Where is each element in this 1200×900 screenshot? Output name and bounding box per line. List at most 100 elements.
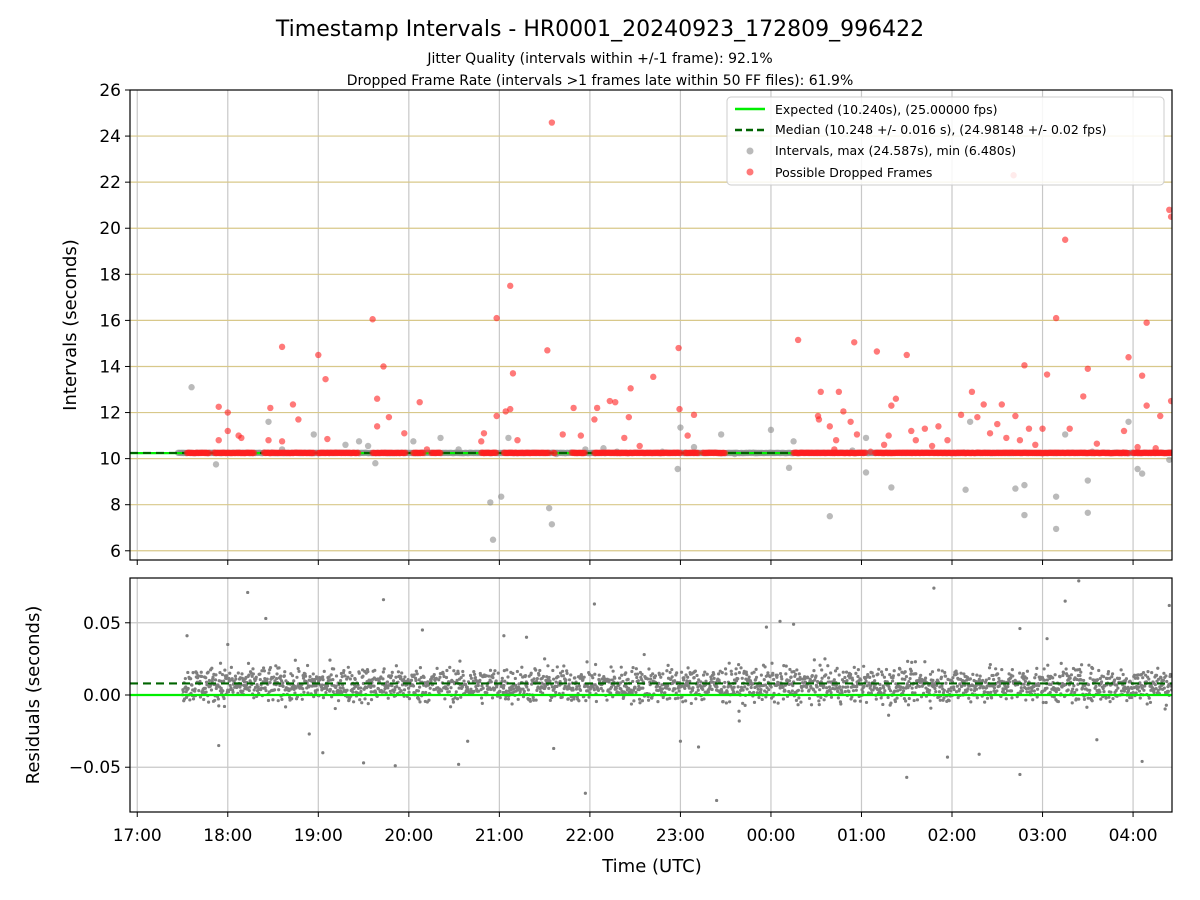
dropped-frame-point bbox=[851, 339, 858, 346]
dropped-frame-point bbox=[968, 388, 976, 396]
residual-point bbox=[832, 678, 836, 682]
legend-frame bbox=[726, 96, 1165, 186]
residual-point bbox=[1001, 688, 1005, 692]
residual-point bbox=[849, 672, 853, 676]
residual-point bbox=[455, 678, 459, 682]
residual-point bbox=[390, 684, 394, 688]
residual-point bbox=[1069, 673, 1074, 677]
residual-point bbox=[666, 663, 670, 668]
residual-point bbox=[526, 688, 530, 692]
dropped-frame-point bbox=[835, 388, 843, 396]
residual-point bbox=[1098, 676, 1102, 681]
residual-point bbox=[752, 670, 756, 674]
residual-point bbox=[480, 701, 484, 705]
residual-point bbox=[810, 673, 814, 678]
residual-point bbox=[624, 671, 628, 675]
dropped-frame-point bbox=[492, 449, 500, 457]
residual-point bbox=[640, 672, 644, 676]
residual-point bbox=[459, 695, 463, 699]
residual-point bbox=[877, 667, 881, 671]
residual-point bbox=[552, 677, 556, 681]
residual-point bbox=[1037, 683, 1041, 688]
residual-point bbox=[1102, 689, 1106, 694]
residual-point bbox=[1024, 687, 1028, 691]
residual-point bbox=[1115, 683, 1119, 687]
residual-point bbox=[1035, 666, 1039, 670]
residual-point bbox=[862, 684, 866, 689]
residual-point bbox=[275, 677, 279, 681]
residual-point bbox=[293, 691, 297, 695]
dropped-frame-point bbox=[278, 438, 286, 445]
dropped-frame-point bbox=[935, 423, 942, 430]
residual-point bbox=[846, 685, 850, 689]
residual-point bbox=[865, 684, 869, 688]
residual-point bbox=[695, 673, 699, 678]
residual-point bbox=[734, 672, 738, 676]
interval-point bbox=[1134, 465, 1141, 473]
residual-point bbox=[1099, 697, 1103, 701]
residual-point bbox=[350, 674, 354, 678]
dropped-frame-point bbox=[437, 449, 444, 457]
residual-point bbox=[1033, 676, 1037, 680]
dropped-frame-point bbox=[507, 405, 514, 413]
residual-point bbox=[1022, 682, 1026, 686]
residual-point bbox=[792, 670, 796, 674]
x-tick-label-3: 20:00 bbox=[384, 826, 433, 846]
residual-point bbox=[281, 681, 285, 685]
residual-point bbox=[204, 680, 209, 684]
residual-point bbox=[710, 687, 714, 692]
residual-point bbox=[583, 791, 587, 795]
residual-point bbox=[960, 684, 964, 688]
residual-point bbox=[697, 678, 701, 682]
residual-point bbox=[778, 671, 783, 676]
bottom-y-tick-label-2: 0.05 bbox=[83, 614, 121, 634]
residual-point bbox=[321, 678, 325, 682]
residual-point bbox=[348, 670, 352, 675]
residual-point bbox=[1071, 687, 1075, 691]
residual-point bbox=[248, 685, 252, 689]
residual-point bbox=[230, 677, 234, 681]
chart-subtitle-dropped: Dropped Frame Rate (intervals >1 frames … bbox=[347, 73, 854, 89]
residual-point bbox=[523, 673, 528, 678]
residual-point bbox=[240, 672, 244, 676]
residual-point bbox=[445, 668, 449, 673]
residual-point bbox=[670, 667, 674, 672]
residual-point bbox=[1106, 669, 1111, 674]
residual-point bbox=[338, 679, 343, 683]
residual-point bbox=[460, 685, 464, 689]
residual-point bbox=[268, 666, 273, 670]
residual-point bbox=[943, 674, 948, 678]
residual-point bbox=[800, 689, 804, 693]
residual-point bbox=[987, 666, 992, 670]
bottom-y-tick-label-1: 0.00 bbox=[83, 686, 121, 706]
residual-point bbox=[471, 679, 475, 683]
residual-point bbox=[359, 689, 363, 694]
residual-point bbox=[1157, 677, 1161, 681]
residual-point bbox=[778, 619, 782, 623]
residual-point bbox=[895, 696, 899, 700]
residual-point bbox=[709, 677, 713, 682]
residual-point bbox=[772, 677, 776, 682]
residual-point bbox=[686, 675, 690, 679]
residual-point bbox=[222, 696, 226, 701]
dropped-frame-point bbox=[570, 404, 577, 412]
residual-point bbox=[1143, 673, 1148, 677]
residual-point bbox=[278, 683, 282, 688]
residual-point bbox=[977, 677, 981, 681]
residual-point bbox=[228, 683, 232, 688]
residual-point bbox=[565, 687, 570, 691]
residual-point bbox=[422, 675, 426, 680]
residual-point bbox=[1147, 677, 1151, 681]
residual-point bbox=[184, 685, 188, 689]
interval-point bbox=[1012, 485, 1019, 492]
dropped-frame-point bbox=[1152, 445, 1159, 452]
residual-point bbox=[1119, 689, 1124, 693]
residual-point bbox=[500, 679, 504, 684]
residual-point bbox=[231, 690, 235, 694]
dropped-frame-point bbox=[888, 402, 895, 409]
residual-point bbox=[509, 688, 513, 692]
dropped-frame-point bbox=[224, 427, 231, 435]
residual-point bbox=[561, 674, 566, 678]
residual-point bbox=[1005, 689, 1010, 693]
residual-point bbox=[1137, 689, 1142, 693]
